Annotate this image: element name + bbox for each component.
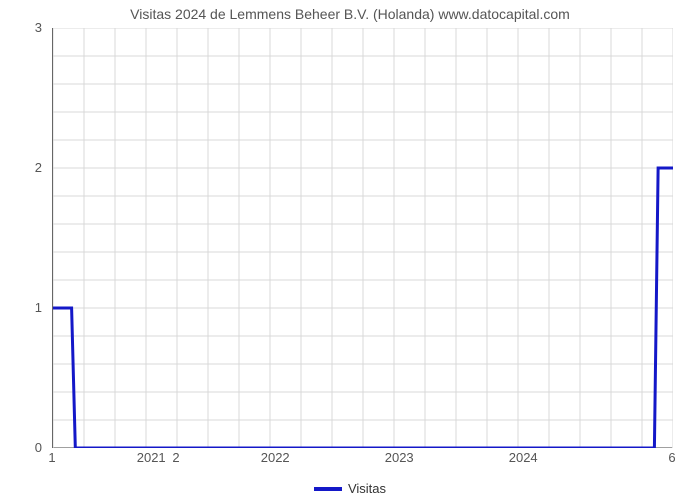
plot-area <box>52 28 672 448</box>
svg-text:2021: 2021 <box>137 450 166 465</box>
x-ticks: 1 2 6 2021 2022 2023 2024 <box>48 450 675 465</box>
chart-title: Visitas 2024 de Lemmens Beheer B.V. (Hol… <box>0 6 700 22</box>
svg-text:6: 6 <box>668 450 675 465</box>
svg-text:2024: 2024 <box>509 450 538 465</box>
svg-text:2: 2 <box>172 450 179 465</box>
legend: Visitas <box>0 480 700 496</box>
legend-swatch <box>314 487 342 491</box>
svg-text:3: 3 <box>35 20 42 35</box>
svg-text:2023: 2023 <box>385 450 414 465</box>
svg-text:0: 0 <box>35 440 42 455</box>
svg-text:1: 1 <box>48 450 55 465</box>
svg-text:1: 1 <box>35 300 42 315</box>
plot-svg <box>53 28 673 448</box>
svg-text:2022: 2022 <box>261 450 290 465</box>
y-ticks: 0 1 2 3 <box>35 20 42 455</box>
legend-label: Visitas <box>348 481 386 496</box>
svg-text:2: 2 <box>35 160 42 175</box>
chart-container: Visitas 2024 de Lemmens Beheer B.V. (Hol… <box>0 0 700 500</box>
grid <box>53 28 673 448</box>
